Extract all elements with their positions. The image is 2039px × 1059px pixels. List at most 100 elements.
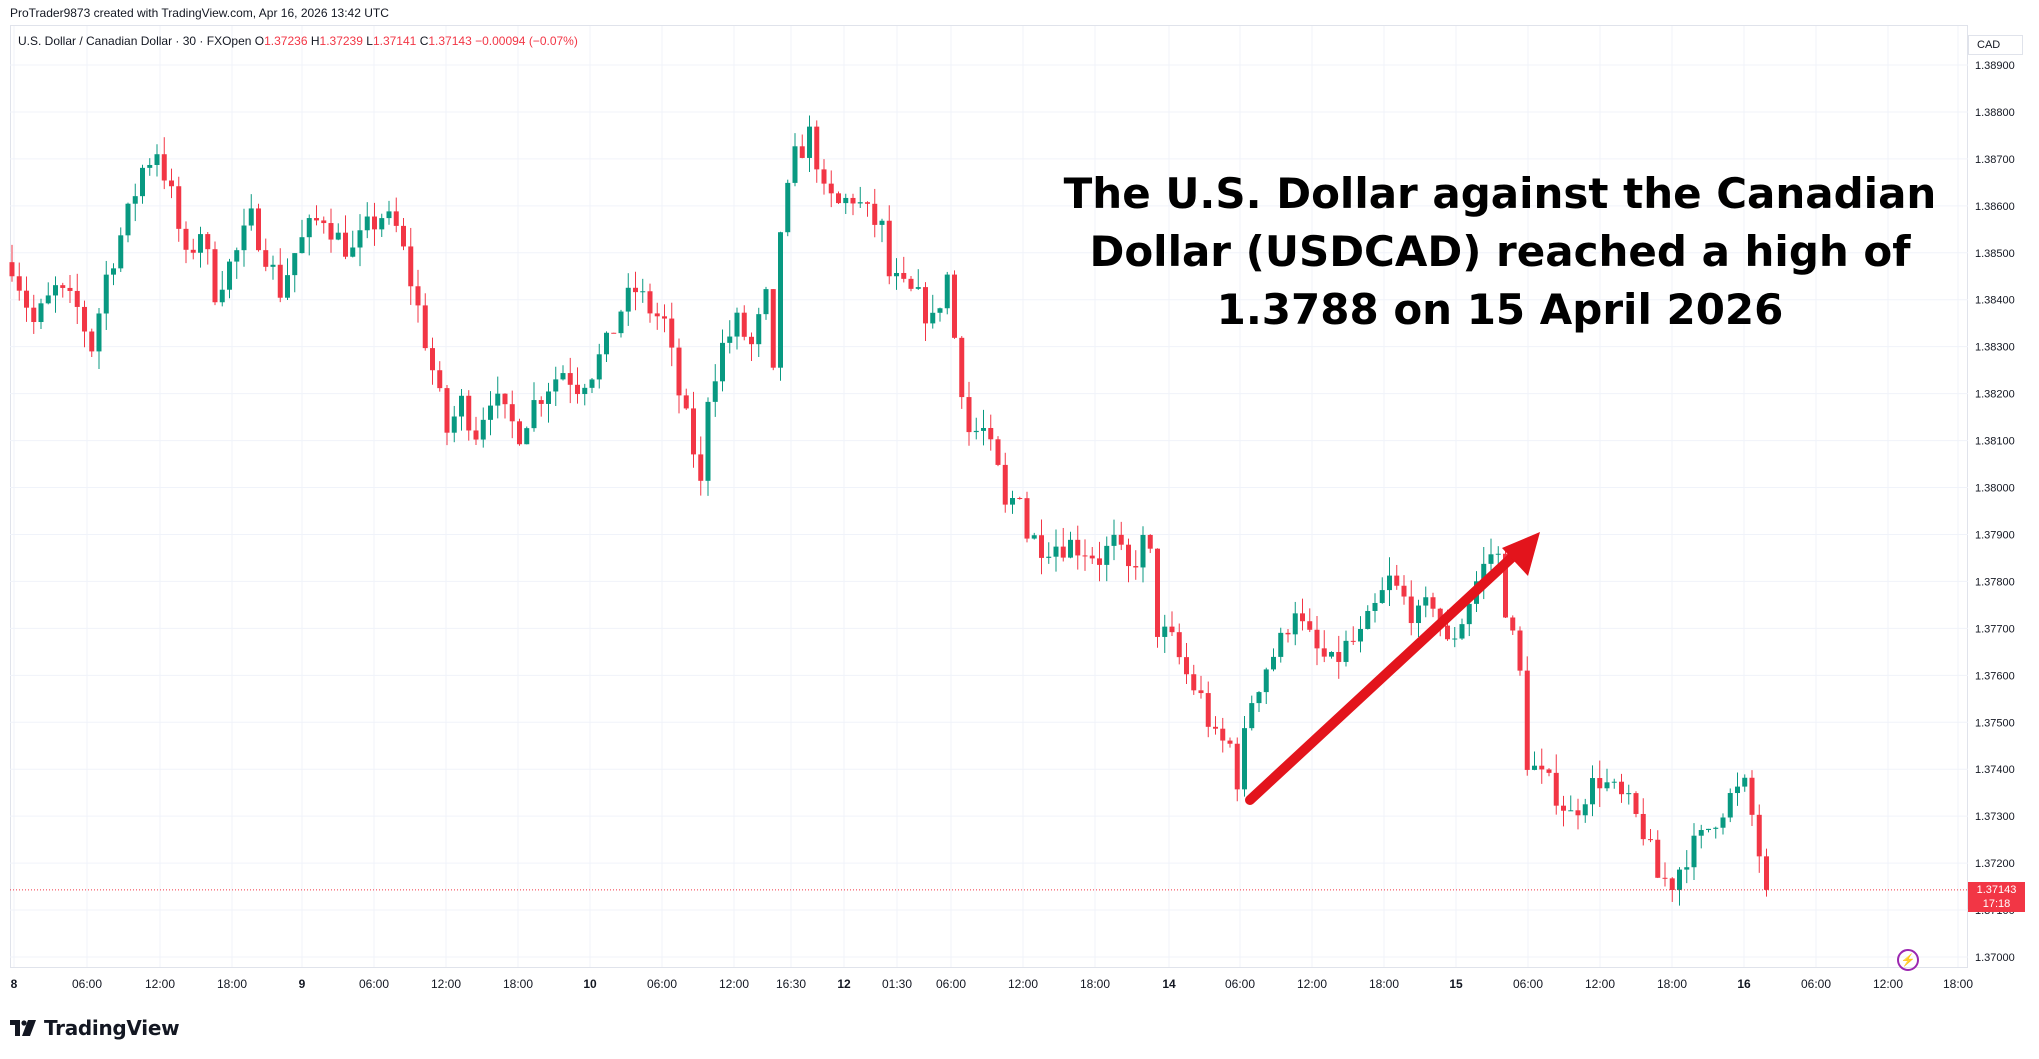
candle bbox=[480, 407, 486, 448]
candle bbox=[169, 168, 174, 199]
candle bbox=[248, 194, 254, 231]
candle-body bbox=[691, 408, 696, 455]
x-tick-label: 9 bbox=[299, 977, 306, 991]
x-tick-label: 01:30 bbox=[882, 977, 912, 991]
candle bbox=[53, 276, 58, 313]
candle bbox=[270, 255, 276, 280]
candle bbox=[865, 201, 870, 217]
candle bbox=[1191, 664, 1197, 695]
candle bbox=[386, 200, 392, 225]
candle-body bbox=[857, 202, 863, 204]
candle bbox=[393, 197, 399, 233]
candle-body bbox=[553, 379, 559, 392]
x-tick-label: 10 bbox=[583, 977, 597, 991]
candle bbox=[1234, 737, 1240, 802]
candle bbox=[654, 302, 660, 330]
candle bbox=[604, 331, 609, 363]
candle-body bbox=[785, 182, 791, 233]
candle bbox=[531, 382, 537, 432]
candle-body bbox=[879, 220, 885, 225]
candle bbox=[567, 357, 573, 404]
candle-body bbox=[198, 234, 203, 253]
candle-body bbox=[662, 316, 667, 319]
y-tick-label: 1.38000 bbox=[1975, 483, 2015, 495]
candle-body bbox=[1524, 670, 1530, 770]
tradingview-brand: TradingView bbox=[44, 1016, 180, 1040]
trend-arrow bbox=[1245, 532, 1540, 805]
candle-body bbox=[82, 306, 87, 332]
candle-body bbox=[1517, 630, 1523, 671]
candle-body bbox=[1140, 534, 1146, 568]
candle bbox=[966, 381, 972, 446]
candle bbox=[712, 364, 718, 417]
candle bbox=[227, 258, 232, 299]
legend-open: 1.37236 bbox=[264, 34, 308, 48]
candle-body bbox=[1278, 632, 1284, 657]
candle-body bbox=[1387, 575, 1392, 591]
candle-body bbox=[1133, 566, 1139, 568]
candle-body bbox=[1532, 765, 1537, 770]
y-tick-label: 1.38200 bbox=[1975, 389, 2015, 401]
candle-body bbox=[1452, 638, 1458, 640]
candle-body bbox=[705, 401, 711, 481]
candle bbox=[799, 134, 805, 159]
x-tick-label: 06:00 bbox=[1801, 977, 1831, 991]
candle-body bbox=[466, 395, 472, 431]
candle bbox=[444, 384, 450, 446]
grid-lines bbox=[10, 26, 1968, 967]
candle-body bbox=[1242, 728, 1247, 790]
candle-body bbox=[930, 312, 936, 324]
y-tick-label: 1.37600 bbox=[1975, 670, 2015, 682]
candle-body bbox=[1256, 692, 1262, 704]
legend-close: 1.37143 bbox=[428, 34, 472, 48]
candle-body bbox=[1575, 810, 1581, 816]
y-tick-label: 1.38500 bbox=[1975, 248, 2015, 260]
candle-body bbox=[538, 400, 544, 404]
candle bbox=[1619, 773, 1624, 803]
legend-symbol: U.S. Dollar / Canadian Dollar · 30 · FXO… bbox=[18, 34, 252, 48]
candle-body bbox=[843, 197, 849, 204]
last-price-label: 1.37143 17:18 bbox=[1968, 882, 2025, 912]
candle bbox=[24, 276, 29, 322]
candle-body bbox=[517, 421, 522, 445]
lightning-icon[interactable]: ⚡ bbox=[1897, 949, 1919, 971]
candle-body bbox=[1764, 856, 1769, 890]
candle-body bbox=[792, 146, 798, 183]
candle-body bbox=[1727, 793, 1733, 818]
candle bbox=[1039, 519, 1044, 575]
candle bbox=[756, 307, 762, 357]
candle bbox=[1517, 626, 1523, 676]
candle-body bbox=[1677, 869, 1682, 891]
candle-body bbox=[1401, 585, 1407, 597]
candle-body bbox=[1271, 656, 1276, 670]
candle-body bbox=[357, 230, 363, 248]
candle bbox=[408, 227, 414, 305]
candle-body bbox=[1089, 555, 1095, 559]
candle-body bbox=[314, 218, 319, 221]
candle bbox=[1532, 751, 1537, 771]
candle bbox=[132, 183, 138, 222]
currency-selector[interactable]: CAD bbox=[1968, 35, 2023, 55]
candle-body bbox=[1162, 626, 1168, 637]
candle bbox=[763, 286, 769, 320]
candle bbox=[1379, 577, 1385, 604]
candle bbox=[1147, 534, 1153, 554]
candle-body bbox=[1495, 553, 1501, 555]
candle bbox=[1749, 770, 1755, 826]
candle-body bbox=[1416, 605, 1421, 624]
candle-body bbox=[1031, 535, 1037, 539]
tradingview-logo[interactable]: TradingView bbox=[10, 1016, 180, 1040]
candle-body bbox=[567, 373, 573, 385]
candle-body bbox=[604, 332, 609, 355]
candle-body bbox=[923, 287, 928, 324]
x-tick-label: 12:00 bbox=[1873, 977, 1903, 991]
candle-body bbox=[38, 303, 44, 323]
candle bbox=[959, 336, 965, 409]
candle-body bbox=[415, 286, 421, 306]
candle bbox=[1756, 804, 1762, 873]
candle-body bbox=[756, 314, 762, 345]
candle-body bbox=[96, 313, 102, 352]
x-tick-label: 18:00 bbox=[503, 977, 533, 991]
candle-body bbox=[437, 370, 443, 389]
candle bbox=[894, 258, 899, 290]
